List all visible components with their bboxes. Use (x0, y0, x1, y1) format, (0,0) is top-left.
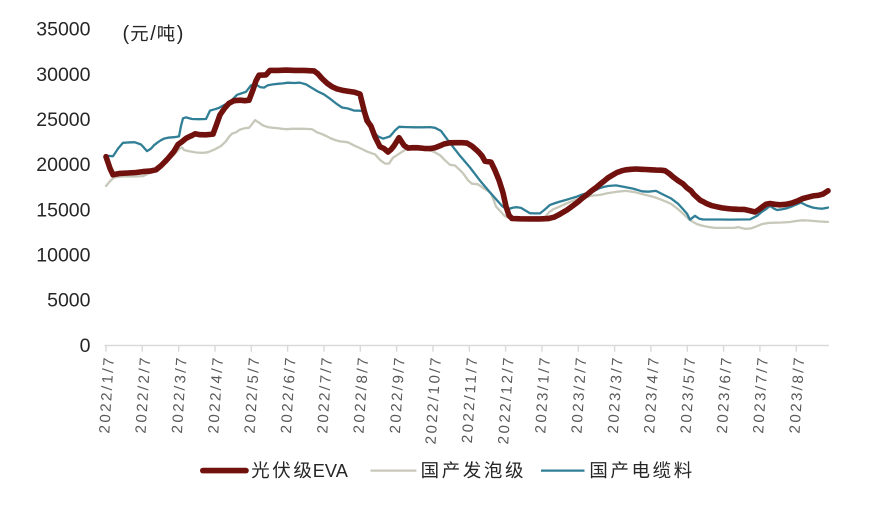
svg-text:2022/3/7: 2022/3/7 (169, 355, 191, 434)
svg-text:25000: 25000 (36, 109, 90, 131)
svg-text:2022/2/7: 2022/2/7 (133, 355, 155, 434)
svg-text:2022/7/7: 2022/7/7 (314, 355, 336, 434)
svg-text:0: 0 (80, 335, 91, 357)
svg-text:2023/4/7: 2023/4/7 (641, 355, 663, 434)
svg-text:2022/4/7: 2022/4/7 (205, 355, 227, 434)
svg-text:10000: 10000 (36, 245, 90, 267)
svg-text:30000: 30000 (36, 64, 90, 86)
svg-text:2022/1/7: 2022/1/7 (96, 355, 118, 434)
svg-text:2023/8/7: 2023/8/7 (787, 355, 809, 434)
svg-text:35000: 35000 (36, 19, 90, 41)
svg-text:2022/12/7: 2022/12/7 (495, 355, 517, 445)
svg-text:2022/6/7: 2022/6/7 (278, 355, 300, 434)
svg-text:2023/1/7: 2023/1/7 (532, 355, 554, 434)
svg-text:2022/5/7: 2022/5/7 (242, 355, 264, 434)
svg-text:20000: 20000 (36, 154, 90, 176)
svg-text:2023/3/7: 2023/3/7 (605, 355, 627, 434)
svg-text:): ) (177, 23, 184, 45)
svg-text:2022/9/7: 2022/9/7 (387, 355, 409, 434)
svg-text:2023/7/7: 2023/7/7 (750, 355, 772, 434)
svg-text:2023/2/7: 2023/2/7 (569, 355, 591, 434)
svg-text:2023/5/7: 2023/5/7 (678, 355, 700, 434)
svg-text:5000: 5000 (47, 290, 91, 312)
svg-text:2023/6/7: 2023/6/7 (714, 355, 736, 434)
svg-text:2022/11/7: 2022/11/7 (459, 355, 481, 444)
svg-text:(: ( (123, 23, 130, 45)
svg-text:15000: 15000 (36, 199, 90, 221)
svg-text:EVA: EVA (313, 461, 349, 481)
svg-text:2022/8/7: 2022/8/7 (351, 355, 373, 434)
svg-text:2022/10/7: 2022/10/7 (423, 355, 445, 445)
svg-text:/: / (150, 23, 156, 45)
